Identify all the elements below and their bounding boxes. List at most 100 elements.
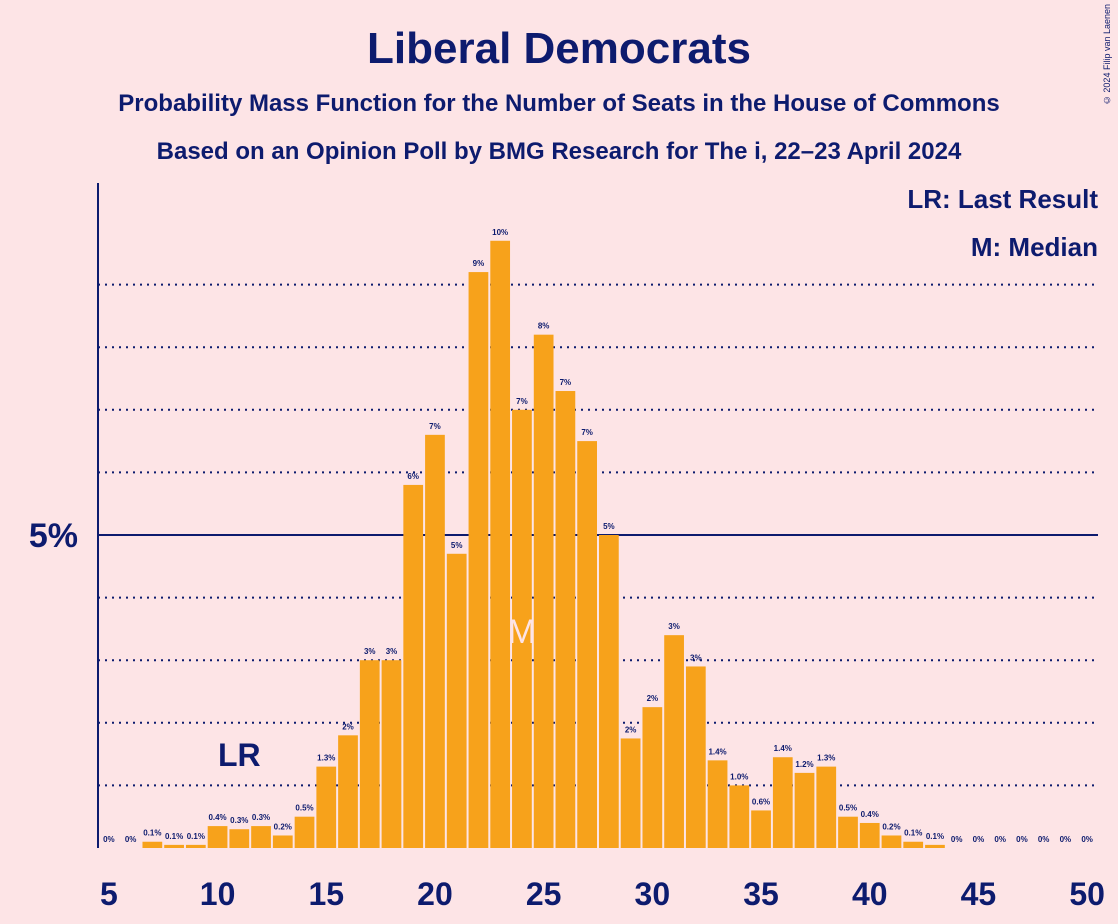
bar-value-label: 3% xyxy=(386,647,398,656)
bar-seat-20 xyxy=(425,434,445,848)
bar-value-label: 0.1% xyxy=(926,832,944,841)
bar-seat-39 xyxy=(838,816,858,848)
chart-title: Liberal Democrats xyxy=(367,24,751,73)
bar-value-label: 0.1% xyxy=(904,829,922,838)
bar-value-label: 0.1% xyxy=(187,832,205,841)
chart-subtitle-source: Based on an Opinion Poll by BMG Research… xyxy=(156,138,962,165)
y-tick-label: 5% xyxy=(29,517,78,555)
bar-seat-26 xyxy=(555,391,576,848)
bar-seat-8 xyxy=(164,844,184,848)
x-tick-label: 45 xyxy=(961,876,997,912)
bar-seat-13 xyxy=(272,835,293,848)
bar-value-label: 3% xyxy=(364,647,376,656)
bar-value-label: 0.3% xyxy=(230,816,248,825)
bar-value-label: 2% xyxy=(625,725,637,734)
bar-value-label: 0.2% xyxy=(882,822,900,831)
bar-value-label: 0.6% xyxy=(752,797,770,806)
bar-value-label: 0% xyxy=(103,835,115,844)
bar-value-label: 2% xyxy=(647,694,659,703)
bar-value-label: 0% xyxy=(125,835,137,844)
bar-seat-7 xyxy=(142,841,163,848)
bar-value-label: 7% xyxy=(581,428,593,437)
bar-value-label: 0% xyxy=(951,835,963,844)
bar-seat-9 xyxy=(185,844,206,848)
chart-subtitle: Probability Mass Function for the Number… xyxy=(118,90,1000,117)
bar-seat-28 xyxy=(599,535,619,848)
x-tick-label: 40 xyxy=(852,876,888,912)
bar-seat-31 xyxy=(664,635,684,848)
bar-seat-11 xyxy=(229,829,250,848)
bar-value-label: 1.2% xyxy=(795,760,813,769)
bar-seat-27 xyxy=(577,441,597,848)
median-marker: M xyxy=(508,613,536,651)
bar-value-label: 6% xyxy=(407,472,419,481)
bar-value-label: 0.3% xyxy=(252,813,270,822)
bar-value-label: 1.4% xyxy=(708,747,726,756)
bar-seat-14 xyxy=(294,816,315,848)
bar-seat-21 xyxy=(446,553,467,848)
bar-value-label: 5% xyxy=(451,541,463,550)
bar-value-label: 0% xyxy=(994,835,1006,844)
bar-value-label: 0% xyxy=(1081,835,1093,844)
bar-value-label: 1.3% xyxy=(317,754,335,763)
bar-value-label: 0.1% xyxy=(143,829,161,838)
bar-seat-15 xyxy=(316,766,337,848)
bar-value-label: 3% xyxy=(668,622,680,631)
bar-value-label: 0.5% xyxy=(295,804,313,813)
bar-seat-41 xyxy=(881,835,902,848)
bar-value-label: 7% xyxy=(516,397,528,406)
bar-value-label: 7% xyxy=(429,422,441,431)
bar-seat-35 xyxy=(751,810,771,848)
bar-seat-33 xyxy=(707,760,728,848)
bar-seat-43 xyxy=(925,844,945,848)
bar-value-label: 0.1% xyxy=(165,832,183,841)
bar-seat-24 xyxy=(512,409,532,848)
bar-value-label: 9% xyxy=(473,259,485,268)
bar-seat-29 xyxy=(620,738,641,848)
bar-value-label: 0% xyxy=(973,835,985,844)
bar-value-label: 1.0% xyxy=(730,772,748,781)
bar-seat-19 xyxy=(403,484,424,848)
bar-seat-16 xyxy=(338,735,358,848)
bar-value-label: 1.4% xyxy=(774,744,792,753)
bar-value-label: 10% xyxy=(492,228,508,237)
legend-last-result: LR: Last Result xyxy=(907,184,1098,214)
bar-seat-32 xyxy=(685,666,706,848)
bar-value-label: 0.4% xyxy=(208,813,226,822)
bar-value-label: 1.3% xyxy=(817,754,835,763)
bar-seat-17 xyxy=(359,660,380,848)
x-tick-label: 35 xyxy=(743,876,779,912)
bar-value-label: 7% xyxy=(560,378,572,387)
bar-value-label: 0% xyxy=(1060,835,1072,844)
bar-value-label: 5% xyxy=(603,522,615,531)
bar-value-label: 3% xyxy=(690,653,702,662)
bar-seat-40 xyxy=(859,822,880,848)
bar-seat-34 xyxy=(729,785,750,848)
x-tick-label: 20 xyxy=(417,876,453,912)
bar-value-label: 0.4% xyxy=(861,810,879,819)
bar-value-label: 0.5% xyxy=(839,804,857,813)
x-tick-label: 25 xyxy=(526,876,562,912)
bar-seat-23 xyxy=(490,240,511,848)
x-tick-label: 10 xyxy=(200,876,236,912)
bar-seat-30 xyxy=(642,707,663,848)
bar-value-label: 0% xyxy=(1038,835,1050,844)
last-result-marker: LR xyxy=(218,737,261,773)
bar-seat-22 xyxy=(468,272,489,849)
bar-seat-12 xyxy=(251,826,271,848)
x-tick-label: 30 xyxy=(635,876,671,912)
legend-median: M: Median xyxy=(970,232,1098,262)
x-tick-label: 5 xyxy=(100,876,118,912)
bar-seat-37 xyxy=(794,772,815,848)
bar-seat-18 xyxy=(381,660,402,848)
bar-seat-10 xyxy=(207,826,228,848)
bar-value-label: 8% xyxy=(538,322,550,331)
bar-seat-42 xyxy=(903,841,924,848)
bar-value-label: 0% xyxy=(1016,835,1028,844)
bar-value-label: 0.2% xyxy=(274,822,292,831)
x-tick-label: 50 xyxy=(1069,876,1105,912)
x-tick-label: 15 xyxy=(308,876,344,912)
bar-seat-36 xyxy=(772,757,793,848)
bar-seat-25 xyxy=(533,334,554,848)
